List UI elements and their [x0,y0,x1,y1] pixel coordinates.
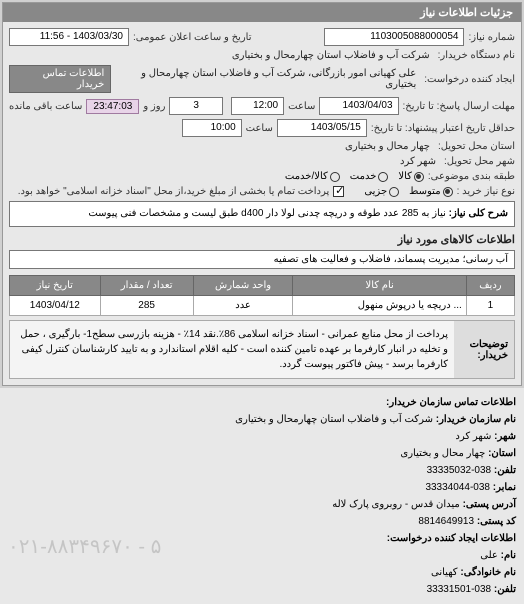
requester-value: علی کهیانی امور بازرگانی، شرکت آب و فاضل… [115,68,420,90]
form-body: شماره نیاز: 1103005088000054 تاریخ و ساع… [3,22,521,385]
remaining-suffix: ساعت باقی مانده [9,101,82,112]
class-service-text: خدمت [350,171,377,182]
th-row: ردیف [466,276,514,296]
payment-checkbox[interactable] [333,186,344,197]
main-desc-text: نیاز به 285 عدد طوقه و دریچه چدنی لولا د… [88,208,446,219]
validity-date: 1403/05/15 [277,119,367,137]
days-and-label: روز و [143,101,165,112]
need-part-text: جزیی [364,186,387,197]
need-type-label: نوع نیاز خرید : [457,186,515,197]
deadline-send-time: 12:00 [231,97,284,115]
postal-value: میدان قدس - روبروی پارک لاله [332,499,460,510]
class-label: طبقه بندی موضوعی: [428,171,515,182]
radio-icon [389,187,399,197]
radio-icon [443,187,453,197]
buyer-org-label: نام دستگاه خریدار: [438,50,515,61]
org-label: نام سازمان خریدار: [436,414,516,425]
td-name: ... دریچه یا درپوش منهول [293,296,466,316]
req-no-label: شماره نیاز: [468,32,515,43]
prov-value: چهار محال و بختیاری [400,448,485,459]
time-label-1: ساعت [288,101,315,112]
need-type-group: متوسط جزیی [364,186,452,197]
validity-label: حداقل تاریخ اعتبار پیشنهاد: تا تاریخ: [371,123,515,134]
td-qty: 285 [100,296,193,316]
td-date: 1403/04/12 [10,296,101,316]
td-name-prefix: ... [453,300,461,311]
radio-icon [378,172,388,182]
lname-label: نام خانوادگی: [460,567,516,578]
datetime-value: 1403/03/30 - 11:56 [9,28,129,46]
deadline-send-date: 1403/04/03 [319,97,398,115]
th-qty: تعداد / مقدار [100,276,193,296]
phone-value: 038-33335032 [427,465,492,476]
class-gs-text: کالا/خدمت [285,171,328,182]
fname-value: علی [480,550,498,561]
delivery-city-label: شهر محل تحویل: [444,156,515,167]
prov-label: استان: [488,448,516,459]
th-unit: واحد شمارش [193,276,293,296]
class-service-radio[interactable]: خدمت [350,171,389,182]
buyer-note-box: توضیحات خریدار: پرداخت از محل منابع عمرا… [9,320,515,379]
deadline-send-label: مهلت ارسال پاسخ: تا تاریخ: [403,101,515,112]
remaining-time: 23:47:03 [86,99,139,114]
postcode-value: 8814649913 [418,516,474,527]
lname-value: کهیانی [431,567,458,578]
class-radio-group: کالا خدمت کالا/خدمت [285,171,424,182]
city-label: شهر: [494,431,516,442]
req-no-value: 1103005088000054 [324,28,464,46]
payment-note: پرداخت تمام یا بخشی از مبلغ خرید،از محل … [18,186,330,197]
need-avg-text: متوسط [409,186,440,197]
panel-title: جزئیات اطلاعات نیاز [3,3,521,22]
delivery-prov-label: استان محل تحویل: [438,141,515,152]
class-goods-radio[interactable]: کالا [398,171,424,182]
validity-time: 10:00 [182,119,242,137]
table-row: 1 ... دریچه یا درپوش منهول عدد 285 1403/… [10,296,515,316]
td-name-text: دریچه یا درپوش منهول [358,300,451,311]
main-desc-label: شرح کلی نیاز: [449,208,508,219]
postal-label: آدرس پستی: [463,499,516,510]
time-label-2: ساعت [246,123,273,134]
need-avg-radio[interactable]: متوسط [409,186,452,197]
need-part-radio[interactable]: جزیی [364,186,399,197]
phone-label: تلفن: [494,465,516,476]
buyer-note-text: پرداخت از محل منابع عمرانی - اسناد خزانه… [10,321,454,378]
datetime-label: تاریخ و ساعت اعلان عمومی: [133,32,252,43]
radio-icon [414,172,424,182]
class-goods-service-radio[interactable]: کالا/خدمت [285,171,340,182]
td-row: 1 [466,296,514,316]
goods-section-title: اطلاعات کالاهای مورد نیاز [9,233,515,246]
th-date: تاریخ نیاز [10,276,101,296]
contact-block: ۰۲۱-۸۸۳۴۹۶۷۰ - ۵ اطلاعات تماس سازمان خری… [0,388,524,604]
city-value: شهر کرد [455,431,491,442]
td-unit: عدد [193,296,293,316]
main-desc-box: شرح کلی نیاز: نیاز به 285 عدد طوقه و دری… [9,201,515,227]
contact-info-button[interactable]: اطلاعات تماس خریدار [9,65,111,93]
delivery-prov-value: چهار محال و بختیاری [341,141,434,152]
buyer-org-value: شرکت آب و فاضلاب استان چهارمحال و بختیار… [228,50,434,61]
details-panel: جزئیات اطلاعات نیاز شماره نیاز: 11030050… [2,2,522,386]
fax-label: نمابر: [493,482,516,493]
delivery-city-value: شهر کرد [396,156,440,167]
requester-label: ایجاد کننده درخواست: [424,74,515,85]
org-value: شرکت آب و فاضلاب استان چهارمحال و بختیار… [235,414,433,425]
fax-value: 038-33334044 [425,482,490,493]
postcode-label: کد پستی: [477,516,516,527]
fname-label: نام: [501,550,516,561]
contact-section-title: اطلاعات تماس سازمان خریدار: [386,397,516,408]
th-name: نام کالا [293,276,466,296]
category-box: آب رسانی؛ مدیریت پسماند، فاضلاب و فعالیت… [9,250,515,269]
items-table: ردیف نام کالا واحد شمارش تعداد / مقدار ت… [9,275,515,316]
cphone-value: 038-33331501 [427,584,492,595]
radio-icon [330,172,340,182]
cphone-label: تلفن: [494,584,516,595]
table-header-row: ردیف نام کالا واحد شمارش تعداد / مقدار ت… [10,276,515,296]
remaining-days: 3 [169,97,222,115]
creator-section-title: اطلاعات ایجاد کننده درخواست: [387,533,516,544]
class-goods-text: کالا [398,171,412,182]
buyer-note-label: توضیحات خریدار: [454,321,514,378]
